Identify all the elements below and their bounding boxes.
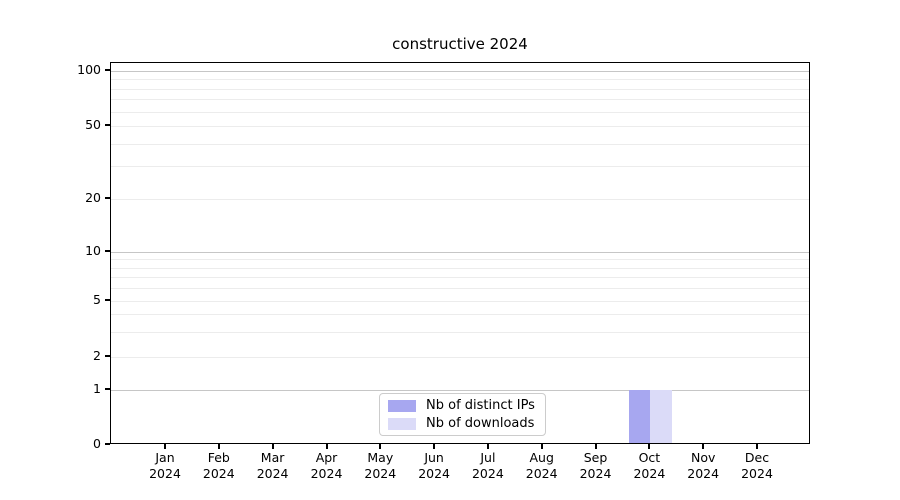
y-gridline-minor <box>111 99 809 101</box>
y-tick-mark <box>105 196 110 199</box>
x-tick-mark <box>379 444 382 449</box>
y-tick-mark <box>105 388 110 390</box>
x-tick-month: Jan <box>155 450 175 465</box>
y-tick-mark <box>105 298 110 301</box>
legend-item-distinct-ips: Nb of distinct IPs <box>388 398 537 413</box>
legend-item-downloads: Nb of downloads <box>388 416 537 431</box>
x-tick-mark <box>486 444 489 449</box>
x-tick-mark <box>702 444 705 449</box>
y-gridline-minor <box>111 331 809 333</box>
x-tick-month: Nov <box>690 450 716 465</box>
y-gridline-minor <box>111 277 809 278</box>
x-tick-label: Jul 2024 <box>448 450 528 482</box>
y-gridline-minor <box>111 111 809 113</box>
y-gridline-minor <box>111 356 809 358</box>
y-gridline-minor <box>111 287 809 289</box>
x-tick-month: Apr <box>315 450 338 465</box>
y-gridline-minor <box>111 79 809 81</box>
x-tick-year: 2024 <box>687 466 720 481</box>
y-gridline-major <box>111 390 809 391</box>
x-tick-mark <box>433 444 436 449</box>
legend-swatch-distinct-ips <box>388 399 416 412</box>
plot-area: Nb of distinct IPs Nb of downloads <box>110 62 810 444</box>
x-tick-year: 2024 <box>310 466 343 481</box>
y-gridline-minor <box>111 126 809 127</box>
legend-swatch-downloads <box>388 417 416 430</box>
x-tick-label: Sep 2024 <box>556 450 636 482</box>
x-tick-mark <box>648 444 651 449</box>
y-tick-label: 2 <box>93 347 101 363</box>
x-tick-mark <box>271 444 274 449</box>
x-tick-month: Mar <box>260 450 285 465</box>
legend-label-downloads: Nb of downloads <box>426 416 535 431</box>
x-tick-label: Jun 2024 <box>394 450 474 482</box>
y-tick-label: 100 <box>77 62 101 77</box>
x-tick-mark <box>540 444 543 449</box>
y-gridline-minor <box>111 267 809 269</box>
x-tick-month: Jun <box>424 450 444 465</box>
x-tick-label: May 2024 <box>340 450 420 482</box>
y-tick-label: 5 <box>93 291 101 307</box>
x-tick-month: Oct <box>638 450 661 465</box>
x-tick-mark <box>325 444 328 449</box>
x-tick-mark <box>594 444 597 449</box>
y-tick-mark <box>105 443 110 445</box>
chart-title: constructive 2024 <box>392 35 528 53</box>
x-tick-year: 2024 <box>256 466 289 481</box>
y-tick-label: 10 <box>85 243 101 258</box>
y-tick-label: 1 <box>93 381 101 396</box>
x-tick-mark <box>756 444 758 449</box>
x-tick-year: 2024 <box>149 466 181 481</box>
x-tick-label: Jan 2024 <box>125 450 205 482</box>
y-gridline-minor <box>111 88 809 90</box>
x-tick-year: 2024 <box>741 466 773 481</box>
y-gridline-major <box>111 252 809 253</box>
y-tick-mark <box>105 250 110 252</box>
x-tick-month: May <box>367 450 394 465</box>
y-gridline-major <box>111 71 809 72</box>
x-tick-year: 2024 <box>525 466 558 481</box>
y-tick-mark <box>105 69 110 71</box>
y-tick-label: 0 <box>93 436 101 451</box>
x-tick-year: 2024 <box>202 466 235 481</box>
x-tick-mark <box>217 444 220 449</box>
y-gridline-minor <box>111 300 809 302</box>
x-tick-month: Feb <box>207 450 230 465</box>
bar-oct-series1 <box>650 390 672 443</box>
y-tick-label: 50 <box>85 117 101 132</box>
legend: Nb of distinct IPs Nb of downloads <box>379 393 546 436</box>
y-gridline-minor <box>111 166 809 168</box>
y-tick-label: 20 <box>85 189 101 205</box>
y-tick-mark <box>105 354 110 357</box>
x-tick-year: 2024 <box>471 466 504 481</box>
y-gridline-minor <box>111 314 809 316</box>
x-tick-label: Dec 2024 <box>717 450 797 482</box>
y-gridline-minor <box>111 143 809 145</box>
x-tick-month: Jul <box>480 450 496 465</box>
x-tick-year: 2024 <box>633 466 666 481</box>
x-tick-year: 2024 <box>579 466 612 481</box>
x-tick-label: Oct 2024 <box>609 450 689 482</box>
bar-oct-series0 <box>629 390 651 443</box>
x-tick-label: Mar 2024 <box>233 450 313 482</box>
y-tick-mark <box>105 124 110 126</box>
x-tick-label: Aug 2024 <box>502 450 582 482</box>
legend-label-distinct-ips: Nb of distinct IPs <box>426 398 535 413</box>
x-tick-month: Aug <box>529 450 554 465</box>
x-tick-month: Dec <box>744 450 770 465</box>
x-tick-label: Apr 2024 <box>287 450 367 482</box>
y-gridline-minor <box>111 198 809 200</box>
y-gridline-minor <box>111 259 809 261</box>
x-tick-label: Feb 2024 <box>179 450 259 482</box>
x-tick-month: Sep <box>583 450 608 465</box>
x-tick-year: 2024 <box>364 466 397 481</box>
x-tick-label: Nov 2024 <box>663 450 743 482</box>
x-tick-mark <box>164 444 166 449</box>
x-tick-year: 2024 <box>418 466 450 481</box>
